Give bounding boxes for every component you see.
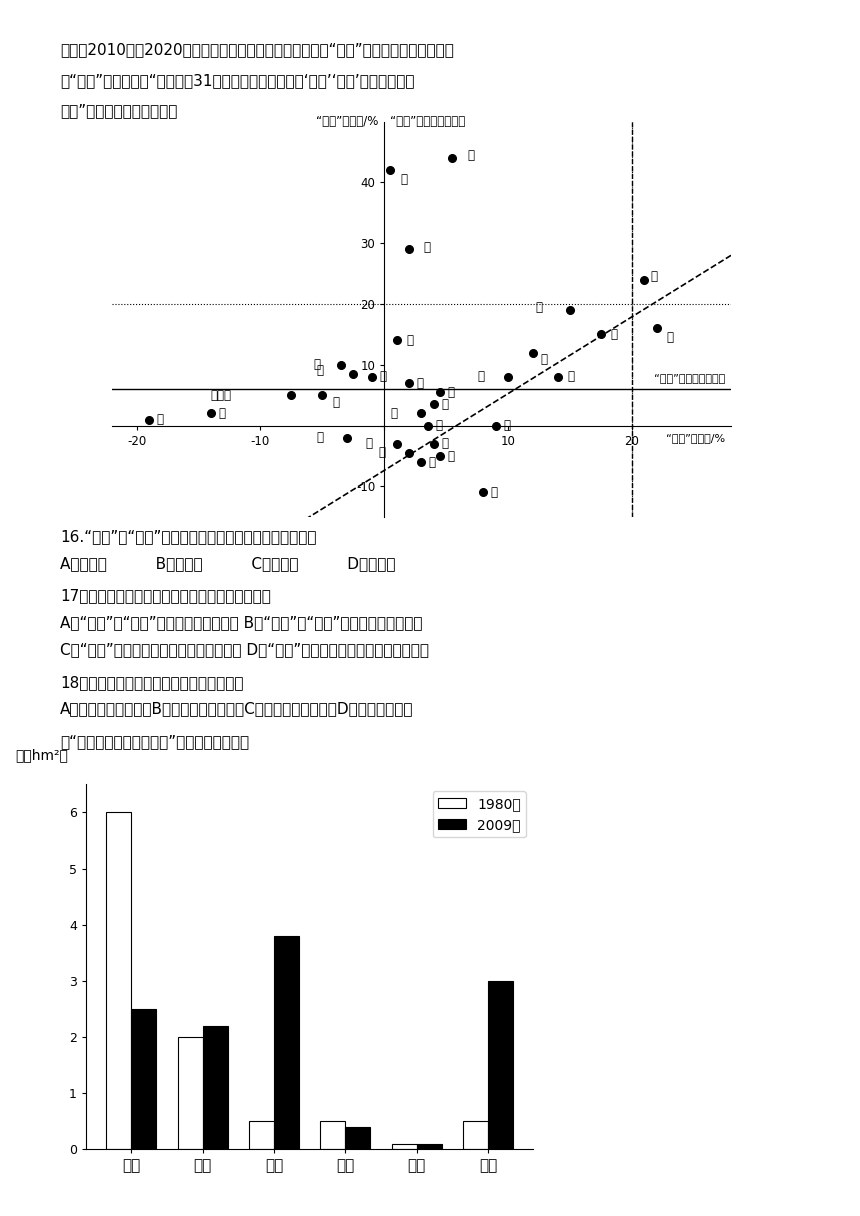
Text: “七普”增长率/%: “七普”增长率/%: [666, 433, 725, 443]
Text: 苏: 苏: [447, 385, 454, 399]
Text: 沪: 沪: [401, 173, 408, 186]
Text: 京: 京: [467, 148, 474, 162]
Text: 新: 新: [535, 300, 543, 314]
Y-axis label: （万hm²）: （万hm²）: [15, 748, 68, 762]
Bar: [107, 812, 132, 1149]
Text: 甘: 甘: [316, 432, 323, 444]
Text: 陕: 陕: [435, 420, 442, 432]
Text: 桂: 桂: [441, 438, 448, 450]
Text: 闽: 闽: [477, 371, 484, 383]
Text: 琼: 琼: [568, 371, 574, 383]
Text: 16.“七普”与“六普”人口增长率相等的省级行政区是（　）: 16.“七普”与“六普”人口增长率相等的省级行政区是（ ）: [60, 529, 316, 544]
Text: 浙: 浙: [611, 328, 617, 340]
Text: 我国于2010年和2020年分别进行了第六次全国人口普查（“六普”）第七次全国人口普查: 我国于2010年和2020年分别进行了第六次全国人口普查（“六普”）第七次全国人…: [60, 43, 454, 57]
Text: 读“酒泉市农业结构变化图”，完成下面小题。: 读“酒泉市农业结构变化图”，完成下面小题。: [60, 734, 249, 749]
Text: 川: 川: [429, 456, 436, 468]
Bar: [345, 1127, 370, 1149]
Text: 鲁: 鲁: [416, 377, 423, 389]
Bar: [320, 1121, 345, 1149]
Bar: [178, 1037, 203, 1149]
Text: 粤: 粤: [650, 270, 658, 283]
Text: （“七普”）。下图为“我国大陆31个省、自治区、直辖市‘六普’‘七普’，人口增长差: （“七普”）。下图为“我国大陆31个省、自治区、直辖市‘六普’‘七普’，人口增长…: [60, 73, 415, 88]
Text: 17．我国四个直辖市人口增长的共同特点是（　）: 17．我国四个直辖市人口增长的共同特点是（ ）: [60, 589, 271, 603]
Text: 晋: 晋: [314, 359, 321, 371]
Text: 渝: 渝: [503, 420, 510, 432]
Text: A．向城市群集聚　　B．向中西部迁移　　C．沿长江带集聚　　D．分布更加均衡: A．向城市群集聚 B．向中西部迁移 C．沿长江带集聚 D．分布更加均衡: [60, 702, 414, 716]
Bar: [203, 1025, 228, 1149]
Bar: [132, 1009, 157, 1149]
Text: 湘: 湘: [366, 438, 372, 450]
Bar: [488, 981, 513, 1149]
Text: “七普”全国平均增长率: “七普”全国平均增长率: [390, 114, 466, 128]
Text: 黑: 黑: [157, 413, 163, 426]
Text: 内蒙古: 内蒙古: [211, 389, 232, 401]
Text: 净: 净: [441, 398, 448, 411]
Text: C．“六普”人口增长率高于全国平均增长率 D．“七普”人口增长率高于全国平均增长率: C．“六普”人口增长率高于全国平均增长率 D．“七普”人口增长率高于全国平均增长…: [60, 642, 429, 657]
Text: 疋: 疋: [666, 331, 673, 344]
Text: 青: 青: [407, 334, 414, 347]
Legend: 1980年, 2009年: 1980年, 2009年: [433, 792, 526, 838]
Text: 鄂: 鄂: [390, 407, 397, 420]
Text: 吉: 吉: [218, 407, 225, 420]
Text: 豫: 豫: [447, 450, 454, 462]
Bar: [391, 1143, 416, 1149]
Text: 滞: 滞: [379, 371, 386, 383]
Text: “六普”全国平均增长率: “六普”全国平均增长率: [654, 373, 725, 383]
Text: 黔: 黔: [491, 486, 498, 499]
Bar: [416, 1143, 441, 1149]
Text: 藏: 藏: [316, 365, 323, 377]
Text: A．京、沪          B．黑、吉          C．粤、鄂          D．渝、黔: A．京、沪 B．黑、吉 C．粤、鄂 D．渝、黔: [60, 556, 396, 570]
Text: 津: 津: [424, 241, 431, 254]
Text: “六普”增长率/%: “六普”增长率/%: [316, 114, 378, 128]
Text: 宁: 宁: [540, 354, 547, 366]
Bar: [463, 1121, 488, 1149]
Text: 18．随着经济社会的发展，我国人口（　）: 18．随着经济社会的发展，我国人口（ ）: [60, 675, 243, 689]
Text: A．“六普”到“七普”期间，人口加速增长 B．“六普”到“七普”期间，人口减速增长: A．“六普”到“七普”期间，人口加速增长 B．“六普”到“七普”期间，人口减速增…: [60, 615, 423, 630]
Text: 异图”。据此完成下面小题。: 异图”。据此完成下面小题。: [60, 103, 177, 118]
Bar: [274, 936, 299, 1149]
Bar: [249, 1121, 274, 1149]
Text: 皖: 皖: [378, 446, 385, 460]
Text: 辽: 辽: [332, 396, 339, 409]
